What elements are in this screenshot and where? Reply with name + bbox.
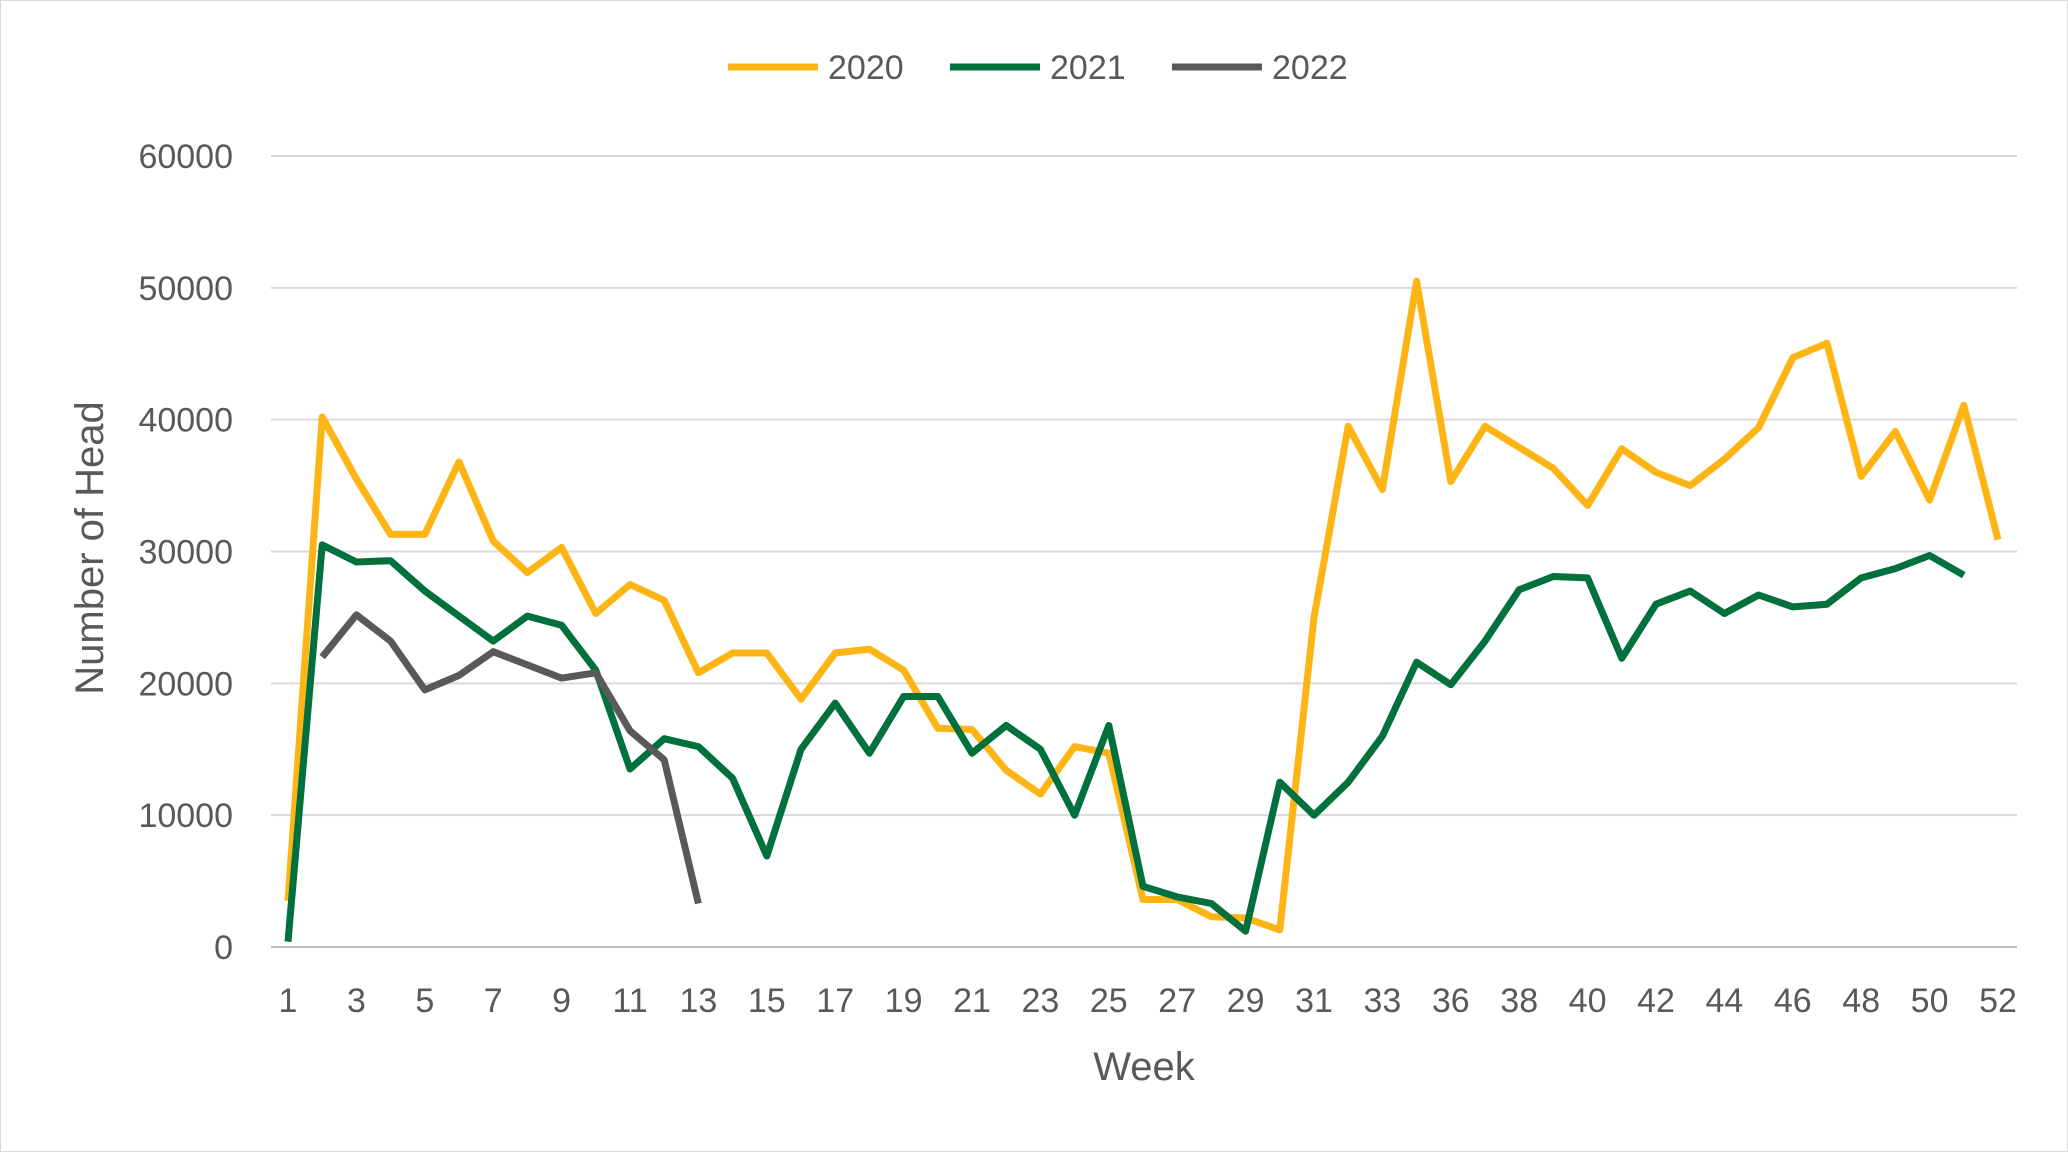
x-tick-label: 15 [748, 982, 786, 1020]
x-tick-label: 42 [1637, 982, 1675, 1020]
x-tick-label: 19 [885, 982, 923, 1020]
x-tick-label: 1 [279, 982, 298, 1020]
x-tick-label: 33 [1363, 982, 1401, 1020]
x-axis-title: Week [1093, 1045, 1196, 1089]
legend-label-2020: 2020 [828, 49, 904, 87]
x-tick-label: 27 [1158, 982, 1196, 1020]
x-tick-label: 9 [552, 982, 571, 1020]
x-tick-label: 29 [1227, 982, 1265, 1020]
y-axis-title: Number of Head [68, 401, 112, 694]
series-line-2021 [284, 541, 1966, 943]
x-tick-label: 44 [1705, 982, 1743, 1020]
x-tick-label: 36 [1432, 982, 1470, 1020]
series-line-2022 [319, 611, 702, 905]
x-tick-label: 52 [1979, 982, 2017, 1020]
legend-label-2021: 2021 [1050, 49, 1126, 87]
y-tick-label: 40000 [138, 402, 233, 440]
x-tick-label: 38 [1500, 982, 1538, 1020]
y-tick-label: 20000 [138, 665, 233, 703]
x-tick-label: 21 [953, 982, 991, 1020]
x-tick-label: 3 [347, 982, 366, 1020]
x-tick-label: 50 [1911, 982, 1949, 1020]
x-tick-label: 13 [679, 982, 717, 1020]
gridlines [271, 155, 2017, 948]
x-tick-label: 46 [1774, 982, 1812, 1020]
series-line-2020 [284, 277, 2002, 934]
x-tick-label: 17 [816, 982, 854, 1020]
y-tick-label: 0 [214, 929, 233, 967]
x-axis-ticks: 1 3 5 7 9 11 13 15 17 19 21 23 25 27 29 31 33 36 38 40 42 44 4… [279, 982, 2017, 1020]
y-tick-label: 30000 [138, 534, 233, 572]
x-tick-label: 40 [1569, 982, 1607, 1020]
x-tick-label: 11 [612, 982, 647, 1020]
x-tick-label: 7 [484, 982, 503, 1020]
y-tick-label: 60000 [138, 138, 233, 176]
series-lines [284, 277, 2002, 943]
y-tick-label: 10000 [138, 797, 233, 835]
y-axis-ticks: 0 10000 20000 30000 40000 50000 60000 [138, 138, 233, 967]
y-tick-label: 50000 [138, 270, 233, 308]
x-tick-label: 48 [1842, 982, 1880, 1020]
x-tick-label: 31 [1295, 982, 1333, 1020]
x-tick-label: 23 [1021, 982, 1059, 1020]
legend-label-2022: 2022 [1272, 49, 1348, 87]
legend: 2020 2021 2022 [728, 49, 1348, 87]
x-tick-label: 25 [1090, 982, 1128, 1020]
x-tick-label: 5 [415, 982, 434, 1020]
